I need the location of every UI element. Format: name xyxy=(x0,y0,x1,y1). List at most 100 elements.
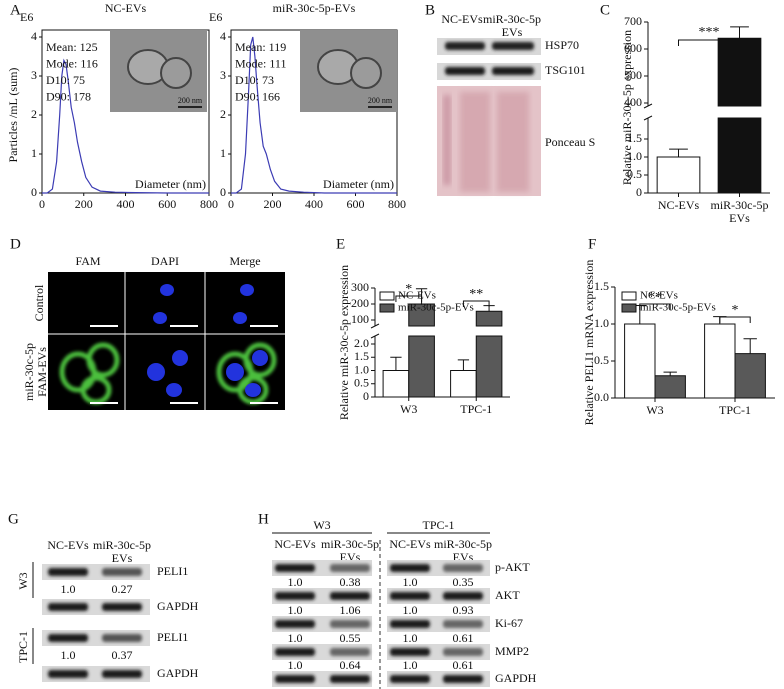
significance-bracket xyxy=(639,303,671,310)
band-ratio: 1.0 xyxy=(288,575,303,589)
panel-label: B xyxy=(425,2,435,18)
bar xyxy=(624,323,656,399)
stats-text: D90: 166 xyxy=(235,89,280,103)
legend-label: NC-EVs xyxy=(640,290,678,302)
legend-swatch xyxy=(379,303,395,313)
blot-band xyxy=(102,634,142,642)
blot-band xyxy=(330,675,370,683)
axis-break xyxy=(370,333,380,339)
bar xyxy=(475,310,503,398)
y-tick-label: 500 xyxy=(624,68,642,82)
y-tick-label: 1.5 xyxy=(354,349,369,363)
chart-title: miR-30c-5p-EVs xyxy=(273,1,356,15)
band-label: GAPDH xyxy=(157,666,199,680)
blot-band xyxy=(390,620,430,628)
y-tick-label: 200 xyxy=(351,296,369,310)
band-label: p-AKT xyxy=(495,560,530,574)
bar xyxy=(654,375,686,399)
blot-band xyxy=(102,603,142,611)
stats-text: D10: 73 xyxy=(235,73,274,87)
y-tick-label: 400 xyxy=(624,95,642,109)
bar xyxy=(734,353,766,399)
band-ratio: 0.61 xyxy=(453,658,474,672)
y-tick-label: 0 xyxy=(363,389,369,403)
x-tick-label: 600 xyxy=(158,197,176,211)
y-tick-label: 3 xyxy=(220,68,226,82)
band-ratio: 0.93 xyxy=(453,603,474,617)
error-bar xyxy=(743,338,757,354)
blot-band xyxy=(443,620,483,628)
blot-band xyxy=(390,648,430,656)
y-tick-label: 1 xyxy=(31,146,37,160)
x-tick-label: 400 xyxy=(117,197,135,211)
column-label: Merge xyxy=(229,254,260,268)
legend-label: miR-30c-5p-EVs xyxy=(398,302,474,314)
y-tick-label: 3 xyxy=(31,68,37,82)
significance-bracket xyxy=(395,295,423,302)
legend-label: NC-EVs xyxy=(398,290,436,302)
y-tick-label: 0 xyxy=(31,185,37,199)
panel-label: H xyxy=(258,511,269,527)
panel-label: D xyxy=(10,236,21,252)
group-label: TPC-1 xyxy=(16,631,30,663)
blot-band xyxy=(275,620,315,628)
x-tick-label: NC-EVs xyxy=(658,198,700,212)
bar xyxy=(704,323,736,399)
x-axis-label: Diameter (nm) xyxy=(323,177,394,191)
band-label: PELI1 xyxy=(157,564,188,578)
stats-text: Mean: 119 xyxy=(235,40,286,54)
y-unit: E6 xyxy=(209,10,222,24)
blot-band xyxy=(390,564,430,572)
bar xyxy=(450,370,477,398)
vesicle xyxy=(350,57,382,89)
group-label: W3 xyxy=(313,518,330,532)
x-tick-label: 0 xyxy=(228,197,234,211)
y-tick-label: 0.5 xyxy=(594,353,609,367)
band-label: AKT xyxy=(495,588,520,602)
column-label: DAPI xyxy=(151,254,179,268)
band-ratio: 0.38 xyxy=(340,575,361,589)
band-label: GAPDH xyxy=(157,599,199,613)
y-tick-label: 4 xyxy=(31,29,37,43)
panel-label: E xyxy=(336,236,345,252)
band-ratio: 1.0 xyxy=(403,575,418,589)
band-ratio: 0.27 xyxy=(112,582,133,596)
x-axis-label: Diameter (nm) xyxy=(135,177,206,191)
blot-band xyxy=(330,648,370,656)
x-tick-label: 400 xyxy=(305,197,323,211)
group-label: TPC-1 xyxy=(422,518,454,532)
column-label: FAM xyxy=(75,254,100,268)
blot-band xyxy=(48,568,88,576)
significance-bracket xyxy=(462,300,490,307)
y-tick-label: 0.0 xyxy=(594,390,609,404)
y-tick-label: 1.5 xyxy=(627,131,642,145)
y-tick-label: 100 xyxy=(351,312,369,326)
error-bar xyxy=(669,148,688,157)
y-tick-label: 600 xyxy=(624,41,642,55)
band-ratio: 0.64 xyxy=(340,658,361,672)
band-ratio: 0.55 xyxy=(340,631,361,645)
y-tick-label: 1.0 xyxy=(354,362,369,376)
legend-swatch xyxy=(621,291,637,301)
x-tick-label: 0 xyxy=(39,197,45,211)
scale-bar-label: 200 nm xyxy=(178,96,203,105)
error-bar xyxy=(663,371,677,376)
column-label: miR-30c-5p EVs xyxy=(93,538,151,565)
band-ratio: 0.37 xyxy=(112,648,133,662)
column-label: NC-EVs xyxy=(389,537,431,551)
group-label: W3 xyxy=(16,572,30,589)
significance-bracket xyxy=(678,39,740,46)
band-ratio: 1.0 xyxy=(403,603,418,617)
y-tick-label: 0.5 xyxy=(354,376,369,390)
axis-break xyxy=(643,115,653,121)
bar xyxy=(656,156,701,194)
axis-break xyxy=(643,103,653,109)
x-tick-label: 200 xyxy=(264,197,282,211)
y-tick-label: 0 xyxy=(220,185,226,199)
y-tick-label: 700 xyxy=(624,14,642,28)
y-axis-label: Relative PELI1 mRNA expression xyxy=(582,260,596,426)
blot-band xyxy=(443,592,483,600)
band-ratio: 0.35 xyxy=(453,575,474,589)
column-label: NC-EVs xyxy=(47,538,89,552)
stats-text: D90: 178 xyxy=(46,89,91,103)
